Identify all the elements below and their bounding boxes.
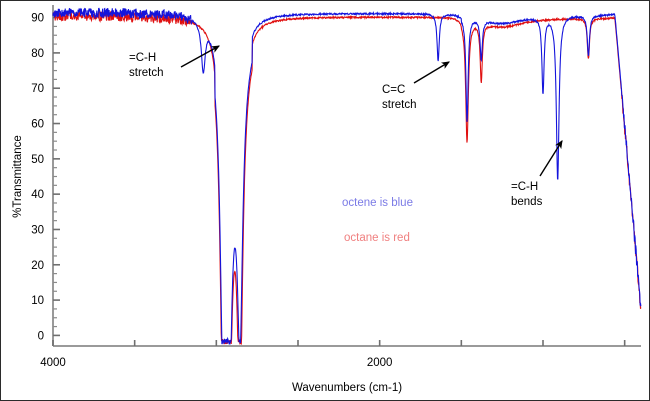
annotation-label: stretch [382, 99, 417, 111]
legend-entry-octene: octene is blue [342, 197, 413, 209]
y-tick-label: 50 [31, 154, 44, 166]
y-tick-label: 20 [31, 260, 44, 272]
annotation-arrow [413, 61, 450, 84]
y-axis-title: %Transmittance [12, 135, 24, 218]
chart-legend: octene is blue octane is red [342, 197, 413, 244]
y-tick-label: 10 [31, 295, 44, 307]
annotation-cc-stretch: C=C stretch [382, 61, 450, 111]
x-tick-label: 2000 [367, 357, 393, 369]
trace-octane [52, 10, 642, 345]
y-tick-label: 60 [31, 119, 44, 131]
annotation-label: C=C [382, 84, 405, 96]
y-tick-label: 90 [31, 13, 44, 25]
y-tick-label: 30 [31, 224, 44, 236]
annotation-arrow [180, 45, 220, 68]
axis-titles: Wavenumbers (cm-1) %Transmittance [12, 135, 402, 394]
x-axis-title: Wavenumbers (cm-1) [292, 382, 402, 394]
y-tick-label: 80 [31, 48, 44, 60]
peak-annotations: =C-H stretch C=C stretch =C-H bends [129, 45, 563, 208]
annotation-ech-stretch: =C-H stretch [129, 45, 220, 79]
axes: 0 10 20 30 40 50 60 70 80 90 4000 2000 [31, 5, 641, 369]
y-tick-label: 70 [31, 83, 44, 95]
legend-entry-octane: octane is red [344, 232, 410, 244]
annotation-label: =C-H [511, 181, 538, 193]
annotation-label: =C-H [129, 52, 156, 64]
annotation-label: bends [511, 196, 543, 208]
y-tick-label: 40 [31, 189, 44, 201]
annotation-arrow [539, 140, 563, 177]
spectrum-traces [52, 7, 642, 346]
trace-octene [52, 7, 642, 346]
x-tick-label: 4000 [40, 357, 66, 369]
annotation-label: stretch [129, 67, 164, 79]
annotation-ech-bends: =C-H bends [511, 140, 563, 208]
y-tick-label: 0 [38, 330, 44, 342]
